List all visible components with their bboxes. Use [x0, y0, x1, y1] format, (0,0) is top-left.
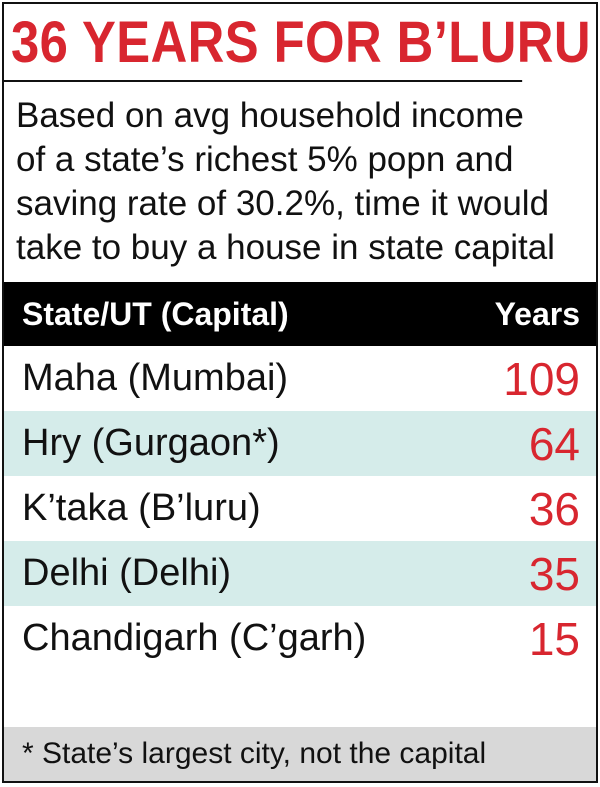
subtitle-line: of a state’s richest 5% popn and — [16, 140, 514, 179]
row-value: 35 — [528, 547, 580, 600]
table-row: Delhi (Delhi) 35 — [4, 541, 596, 606]
table-row: Chandigarh (C’garh) 15 — [4, 606, 596, 671]
row-value: 36 — [528, 482, 580, 535]
chart-subtitle: Based on avg household income of a state… — [4, 82, 596, 282]
subtitle-line: take to buy a house in state capital — [16, 228, 555, 267]
chart-title: 36 YEARS FOR B’LURU — [4, 4, 591, 82]
column-header-years: Years — [494, 295, 580, 332]
subtitle-line: saving rate of 30.2%, time it would — [16, 184, 550, 223]
row-value: 109 — [503, 352, 580, 405]
table-row: K’taka (B’luru) 36 — [4, 476, 596, 541]
row-label: K’taka (B’luru) — [22, 487, 261, 529]
subtitle-line: Based on avg household income — [16, 96, 524, 135]
table-header: State/UT (Capital) Years — [4, 282, 596, 346]
row-label: Chandigarh (C’garh) — [22, 617, 367, 659]
row-label: Delhi (Delhi) — [22, 552, 232, 594]
table-row: Hry (Gurgaon*) 64 — [4, 411, 596, 476]
footnote: * State’s largest city, not the capital — [4, 727, 596, 781]
row-label: Hry (Gurgaon*) — [22, 422, 280, 464]
row-value: 15 — [528, 612, 580, 665]
row-value: 64 — [528, 417, 580, 470]
column-header-state: State/UT (Capital) — [22, 295, 289, 332]
table-body: Maha (Mumbai) 109 Hry (Gurgaon*) 64 K’ta… — [4, 346, 596, 671]
row-label: Maha (Mumbai) — [22, 357, 289, 399]
table-row: Maha (Mumbai) 109 — [4, 346, 596, 411]
